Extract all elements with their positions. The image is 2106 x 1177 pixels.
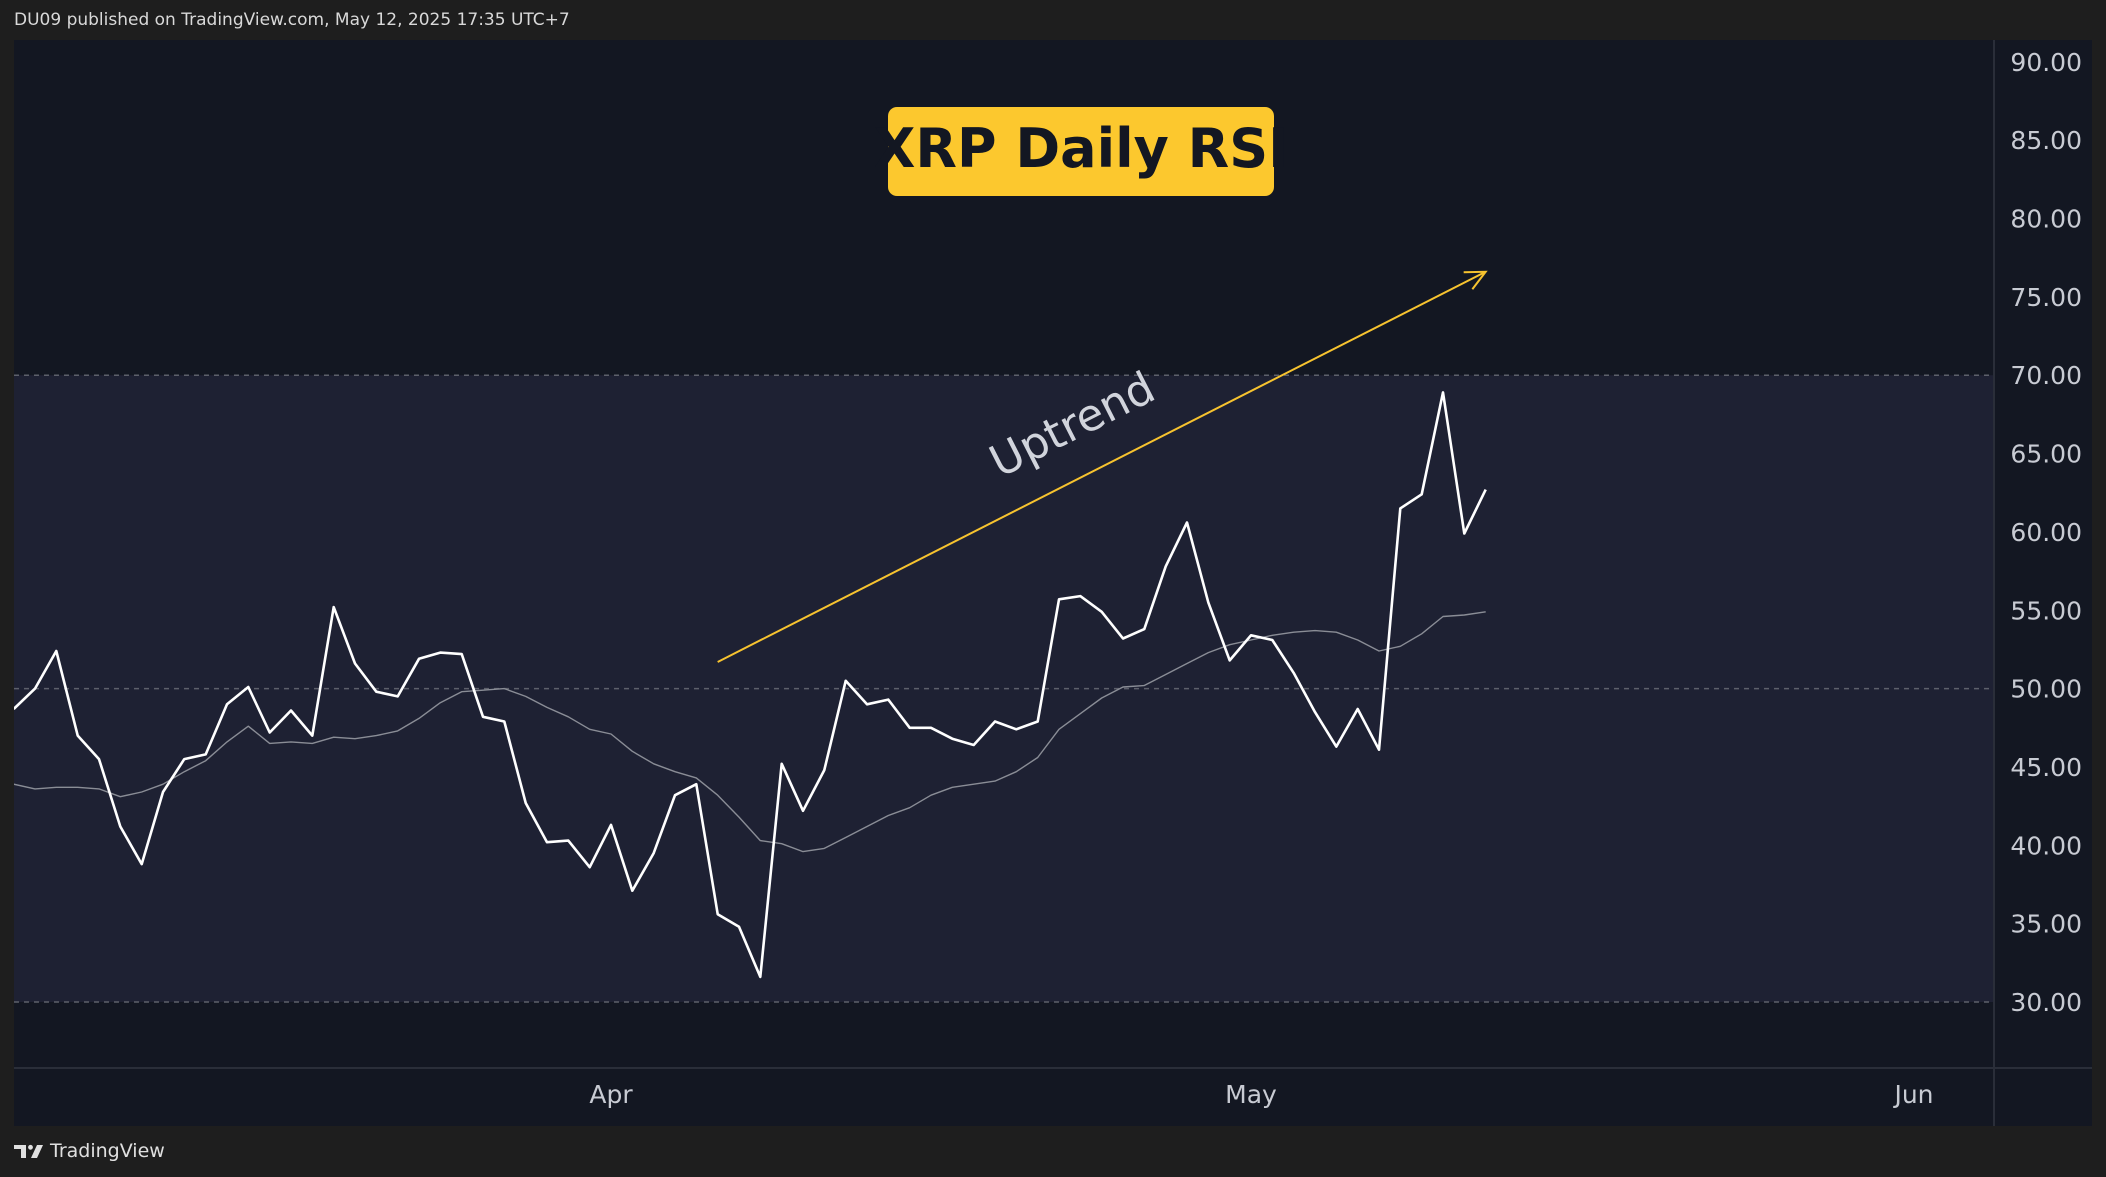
chart-title-box: XRP Daily RSI bbox=[874, 107, 1288, 196]
y-tick-label: 85.00 bbox=[2010, 126, 2082, 155]
rsi-ma-line bbox=[14, 611, 1486, 853]
chart-title: XRP Daily RSI bbox=[874, 117, 1288, 180]
y-tick-label: 70.00 bbox=[2010, 361, 2082, 390]
y-tick-label: 80.00 bbox=[2010, 205, 2082, 234]
footer-brand: TradingView bbox=[14, 1140, 165, 1162]
tradingview-logo-icon bbox=[14, 1143, 44, 1159]
chart-title-background bbox=[888, 107, 1274, 196]
publish-header: DU09 published on TradingView.com, May 1… bbox=[14, 10, 570, 30]
y-tick-label: 65.00 bbox=[2010, 440, 2082, 469]
rsi-chart[interactable]: 30.00 35.00 40.00 45.00 50.00 55.00 60.00 65.00… bbox=[14, 40, 2092, 1126]
y-tick-label: 45.00 bbox=[2010, 753, 2082, 782]
y-tick-label: 50.00 bbox=[2010, 675, 2082, 704]
x-tick-label: Jun bbox=[1892, 1080, 1933, 1109]
y-tick-label: 35.00 bbox=[2010, 910, 2082, 939]
y-tick-label: 40.00 bbox=[2010, 831, 2082, 860]
trend-arrow-line bbox=[717, 270, 1487, 663]
footer-brand-text: TradingView bbox=[50, 1140, 165, 1162]
rsi-line bbox=[14, 391, 1487, 979]
y-tick-label: 30.00 bbox=[2010, 988, 2082, 1017]
y-tick-label: 75.00 bbox=[2010, 283, 2082, 312]
x-tick-label: Apr bbox=[589, 1080, 633, 1109]
y-tick-label: 55.00 bbox=[2010, 596, 2082, 625]
x-tick-label: May bbox=[1225, 1080, 1277, 1109]
y-tick-label: 60.00 bbox=[2010, 518, 2082, 547]
chart-frame[interactable]: 30.00 35.00 40.00 45.00 50.00 55.00 60.00 65.00… bbox=[14, 40, 2092, 1126]
trend-arrow-head bbox=[1463, 270, 1488, 290]
y-tick-label: 90.00 bbox=[2010, 48, 2082, 77]
